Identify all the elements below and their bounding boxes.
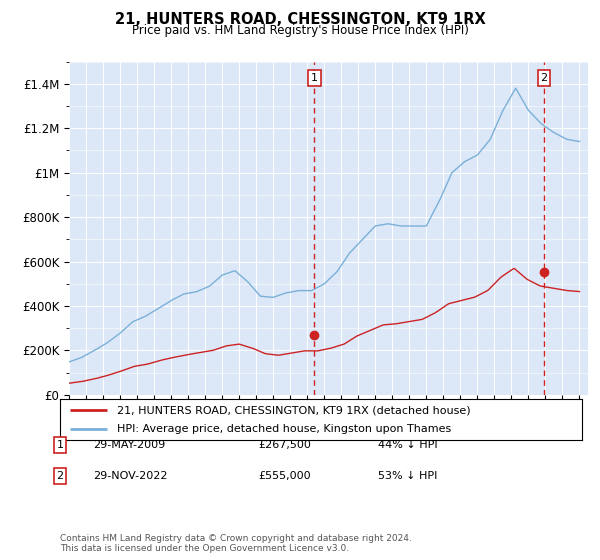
Text: Price paid vs. HM Land Registry's House Price Index (HPI): Price paid vs. HM Land Registry's House … [131, 24, 469, 37]
Text: HPI: Average price, detached house, Kingston upon Thames: HPI: Average price, detached house, King… [118, 424, 452, 435]
Text: £555,000: £555,000 [258, 471, 311, 481]
Text: 29-NOV-2022: 29-NOV-2022 [93, 471, 167, 481]
Text: 1: 1 [311, 73, 318, 83]
Text: 29-MAY-2009: 29-MAY-2009 [93, 440, 165, 450]
Text: 53% ↓ HPI: 53% ↓ HPI [378, 471, 437, 481]
Text: 2: 2 [541, 73, 548, 83]
Text: 44% ↓ HPI: 44% ↓ HPI [378, 440, 437, 450]
Text: £267,500: £267,500 [258, 440, 311, 450]
Text: 1: 1 [56, 440, 64, 450]
Text: 2: 2 [56, 471, 64, 481]
Text: 21, HUNTERS ROAD, CHESSINGTON, KT9 1RX (detached house): 21, HUNTERS ROAD, CHESSINGTON, KT9 1RX (… [118, 405, 471, 415]
Text: 21, HUNTERS ROAD, CHESSINGTON, KT9 1RX: 21, HUNTERS ROAD, CHESSINGTON, KT9 1RX [115, 12, 485, 27]
Text: Contains HM Land Registry data © Crown copyright and database right 2024.
This d: Contains HM Land Registry data © Crown c… [60, 534, 412, 553]
